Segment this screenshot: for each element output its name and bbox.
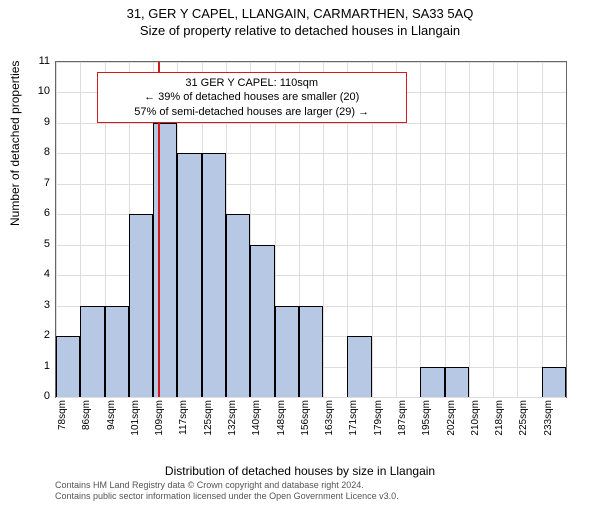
annotation-line1: 31 GER Y CAPEL: 110sqm [104,76,400,90]
xtick-label: 210sqm [470,400,481,440]
gridline-h [56,397,566,398]
annotation-line3: 57% of semi-detached houses are larger (… [104,105,400,119]
footer-attribution: Contains HM Land Registry data © Crown c… [55,480,399,502]
gridline-h [56,62,566,63]
xtick-label: 218sqm [494,400,505,440]
ytick-label: 11 [0,55,50,67]
ytick-label: 5 [0,238,50,250]
gridline-v [517,62,518,397]
xtick-label: 163sqm [324,400,335,440]
xtick-label: 117sqm [178,400,189,440]
xtick-label: 187sqm [397,400,408,440]
footer-line1: Contains HM Land Registry data © Crown c… [55,480,399,491]
xtick-label: 233sqm [543,400,554,440]
xtick-label: 171sqm [348,400,359,440]
ytick-label: 7 [0,177,50,189]
xtick-label: 140sqm [251,400,262,440]
annotation-line2: ← 39% of detached houses are smaller (20… [104,90,400,104]
xtick-label: 225sqm [518,400,529,440]
xtick-label: 179sqm [373,400,384,440]
xtick-label: 132sqm [227,400,238,440]
ytick-label: 8 [0,146,50,158]
ytick-label: 0 [0,390,50,402]
gridline-v [469,62,470,397]
xtick-label: 148sqm [276,400,287,440]
histogram-bar [202,153,226,397]
gridline-h [56,153,566,154]
xtick-label: 156sqm [300,400,311,440]
histogram-bar [445,367,469,397]
xtick-label: 202sqm [446,400,457,440]
footer-line2: Contains public sector information licen… [55,491,399,502]
ytick-label: 9 [0,116,50,128]
gridline-v [420,62,421,397]
histogram-bar [226,214,250,397]
xtick-label: 125sqm [203,400,214,440]
gridline-v [493,62,494,397]
xtick-label: 109sqm [154,400,165,440]
histogram-bar [542,367,566,397]
gridline-h [56,184,566,185]
gridline-v [542,62,543,397]
xtick-label: 195sqm [421,400,432,440]
xtick-label: 101sqm [130,400,141,440]
chart-plot-area: 31 GER Y CAPEL: 110sqm← 39% of detached … [55,61,567,398]
chart-title-main: 31, GER Y CAPEL, LLANGAIN, CARMARTHEN, S… [0,6,600,21]
annotation-box: 31 GER Y CAPEL: 110sqm← 39% of detached … [97,72,407,123]
histogram-bar [420,367,444,397]
histogram-bar [153,123,177,397]
xtick-label: 78sqm [57,400,68,440]
histogram-bar [275,306,299,397]
ytick-label: 10 [0,85,50,97]
histogram-bar [105,306,129,397]
histogram-bar [80,306,104,397]
histogram-bar [56,336,80,397]
histogram-bar [250,245,274,397]
histogram-bar [177,153,201,397]
ytick-label: 4 [0,268,50,280]
xtick-label: 86sqm [81,400,92,440]
chart-title-sub: Size of property relative to detached ho… [0,23,600,38]
histogram-bar [347,336,371,397]
gridline-h [56,123,566,124]
ytick-label: 1 [0,360,50,372]
xtick-label: 94sqm [106,400,117,440]
histogram-bar [299,306,323,397]
ytick-label: 3 [0,299,50,311]
ytick-label: 2 [0,329,50,341]
histogram-bar [129,214,153,397]
x-axis-label: Distribution of detached houses by size … [0,464,600,478]
ytick-label: 6 [0,207,50,219]
gridline-v [445,62,446,397]
